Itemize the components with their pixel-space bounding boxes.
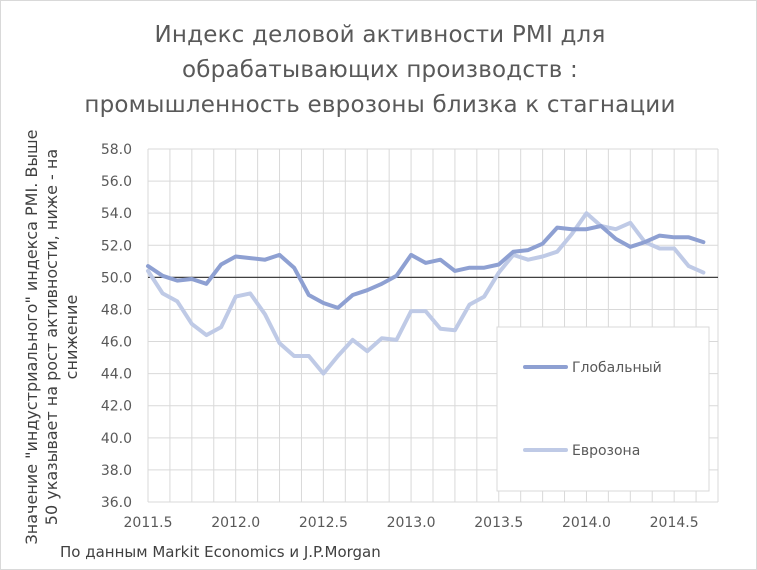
y-tick-label: 50.0 (101, 270, 132, 286)
y-tick-label: 38.0 (101, 463, 132, 479)
y-tick-label: 44.0 (101, 367, 132, 383)
x-tick-label: 2013.5 (474, 515, 523, 531)
chart-title-line-3: промышленность еврозоны близка к стагнац… (84, 92, 676, 118)
y-tick-label: 48.0 (101, 302, 132, 318)
y-axis-ticks: 36.0 38.0 40.0 42.0 44.0 46.0 48.0 50.0 52.0 54.0… (101, 142, 132, 511)
y-tick-label: 40.0 (101, 431, 132, 447)
x-tick-label: 2014.0 (562, 515, 611, 531)
x-axis-ticks: 2011.5 2012.0 2012.5 2013.0 2013.5 2014.0 2014… (124, 515, 699, 531)
series-line-eurozone (146, 211, 706, 376)
chart-title: Индекс деловой активности PMI для обраба… (40, 18, 720, 123)
x-tick-label: 2012.5 (299, 515, 348, 531)
legend-box (496, 326, 710, 492)
y-tick-label: 56.0 (101, 174, 132, 190)
x-tick-label: 2011.5 (124, 515, 173, 531)
y-tick-label: 42.0 (101, 399, 132, 415)
y-tick-label: 54.0 (101, 206, 132, 222)
x-tick-label: 2013.0 (387, 515, 436, 531)
series-lines (146, 211, 706, 376)
chart-title-line-2: обрабатывающих производств : (181, 57, 578, 83)
x-tick-label: 2012.0 (211, 515, 260, 531)
chart-title-line-1: Индекс деловой активности PMI для (154, 22, 606, 48)
legend-label-global: Глобальный (572, 360, 662, 376)
series-line-global (146, 224, 706, 310)
y-tick-label: 58.0 (101, 142, 132, 158)
y-tick-label: 36.0 (101, 495, 132, 511)
source-note: По данным Markit Economics и J.P.Morgan (60, 543, 381, 561)
legend-label-eurozone: Еврозона (572, 443, 640, 459)
y-tick-label: 52.0 (101, 238, 132, 254)
legend: Глобальный Еврозона (496, 326, 710, 492)
y-tick-label: 46.0 (101, 335, 132, 351)
x-tick-label: 2014.5 (650, 515, 699, 531)
